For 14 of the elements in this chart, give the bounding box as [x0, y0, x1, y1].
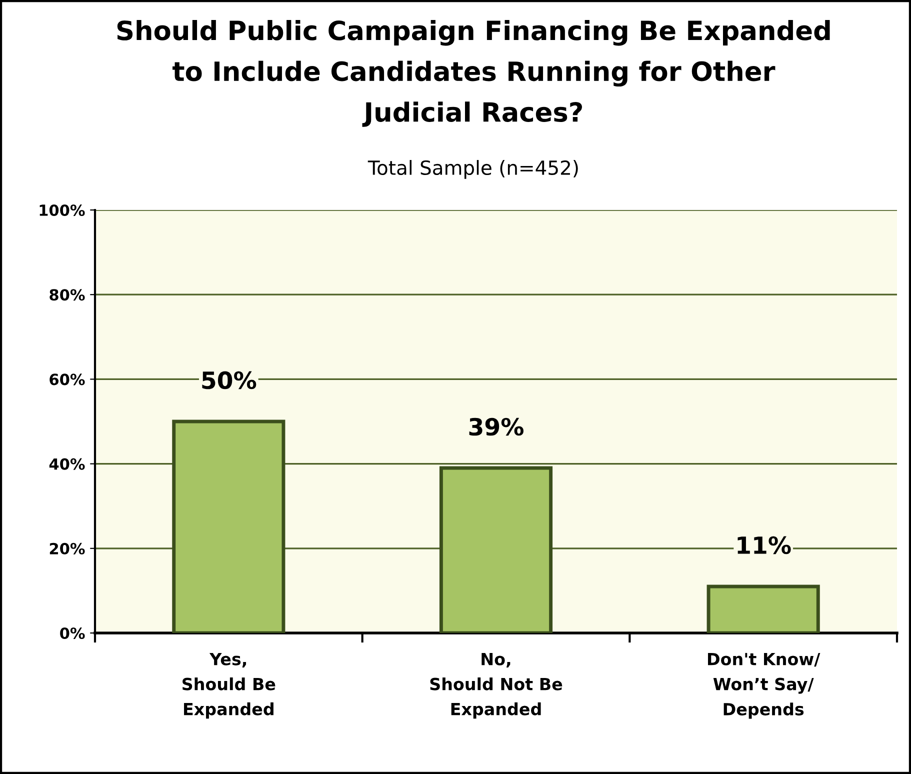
chart-title: Should Public Campaign Financing Be Expanded to Include Candidates Running for Other Judicial Races? [117, 20, 830, 127]
data-label: 50% [202, 371, 256, 390]
y-tick-label: 60% [50, 374, 85, 386]
x-tick-label: Yes, Should Be Expanded [182, 652, 276, 719]
y-tick-label: 40% [49, 458, 85, 470]
chart-subtitle: Total Sample (n=452) [368, 160, 578, 179]
x-tick-label: No, Should Not Be Expanded [430, 652, 562, 719]
y-tick-label: 100% [40, 204, 85, 216]
y-tick-label: 20% [50, 542, 85, 554]
y-tick-label: 0% [60, 627, 85, 640]
x-tick-label: Don't Know/ Won’t Say/ Depends [708, 652, 820, 719]
data-label: 39% [469, 418, 524, 436]
y-tick-label: 80% [50, 289, 85, 301]
data-label: 11% [738, 536, 791, 554]
